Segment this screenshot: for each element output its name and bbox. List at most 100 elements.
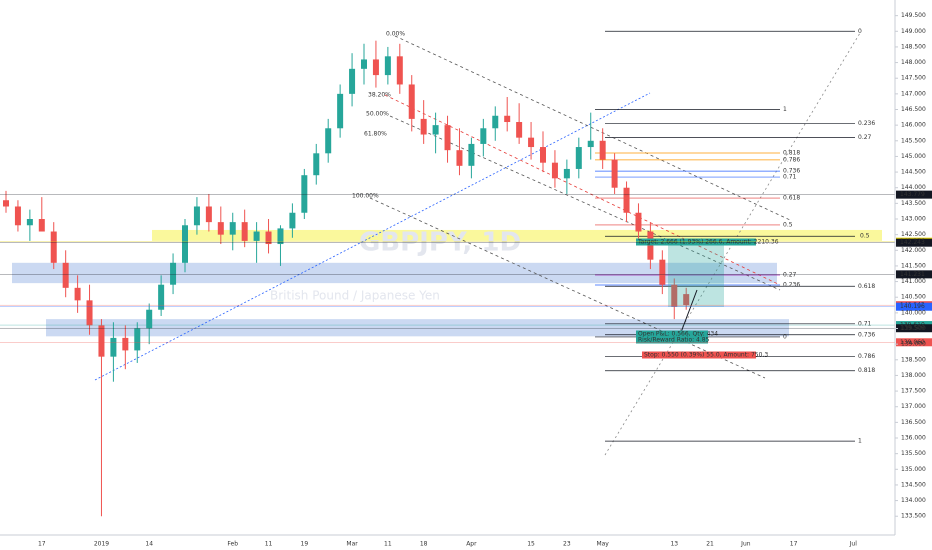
y-tick-label: 134.000: [901, 497, 926, 504]
candle-body: [420, 118, 427, 135]
candle-body: [528, 137, 535, 148]
candle-body: [62, 262, 69, 288]
x-tick-label: 11: [384, 541, 392, 548]
candle-body: [182, 225, 188, 263]
candle-body: [480, 128, 487, 144]
y-tick-label: 140.000: [901, 309, 926, 316]
candle-body: [635, 212, 642, 232]
candle-body: [98, 325, 105, 357]
y-tick-label: 137.000: [901, 403, 926, 410]
candle-body: [74, 287, 81, 301]
y-tick-label: 135.500: [901, 450, 926, 457]
candle-body: [563, 168, 570, 179]
x-tick-label: 17: [38, 541, 46, 548]
x-tick-label: Jul: [849, 541, 858, 548]
x-tick-label: May: [596, 541, 609, 548]
x-tick-label: 18: [420, 541, 428, 548]
zone: [46, 319, 789, 337]
candle-body: [289, 212, 296, 229]
y-tick-label: 144.500: [901, 169, 926, 176]
level-label: 0.618: [858, 283, 875, 290]
channel-line: [384, 94, 781, 286]
y-tick-label: 137.500: [901, 388, 926, 395]
x-tick-label: 17: [790, 541, 798, 548]
level-label: 100.00%: [352, 192, 379, 199]
y-tick-label: 143.000: [901, 216, 926, 223]
y-tick-label: 142.000: [901, 247, 926, 254]
y-tick-label: 148.500: [901, 43, 926, 50]
position-label: Stop: 0.550 (0.39%) 55.0, Amount: 750.3: [644, 352, 768, 359]
candle-body: [432, 125, 439, 135]
candle-body: [26, 219, 33, 226]
level-label: 0.71: [783, 174, 797, 181]
candle-body: [408, 84, 415, 119]
candle-body: [468, 143, 475, 166]
y-tick-label: 148.000: [901, 59, 926, 66]
candle-body: [551, 162, 558, 179]
candle-body: [229, 222, 236, 235]
candle-body: [611, 159, 618, 188]
trend-line: [94, 92, 651, 381]
candle-body: [265, 231, 272, 245]
candle-body: [349, 68, 356, 94]
y-tick-label: 142.500: [901, 231, 926, 238]
candle-body: [659, 259, 666, 285]
candle-body: [492, 115, 499, 129]
candle-body: [313, 153, 320, 176]
candle-body: [170, 262, 177, 285]
y-tick-label: 135.000: [901, 466, 926, 473]
position-label: Risk/Reward Ratio: 4.85: [638, 337, 710, 344]
price-tag-label: 141.231: [900, 271, 925, 278]
candle-body: [50, 231, 57, 263]
channel-line: [394, 35, 791, 221]
y-tick-label: 133.500: [901, 513, 926, 520]
level-label: 0.736: [858, 331, 875, 338]
candle-body: [456, 150, 463, 166]
candle-body: [301, 175, 308, 213]
price-tag: [896, 190, 932, 199]
y-tick-label: 140.500: [901, 294, 926, 301]
level-label: 0.818: [783, 149, 800, 156]
level-label: 0.786: [783, 156, 800, 163]
y-tick-label: 145.500: [901, 137, 926, 144]
y-tick-label: 149.500: [901, 12, 926, 19]
position-arrow: [679, 289, 698, 336]
x-tick-label: 13: [670, 541, 678, 548]
price-tag: [896, 238, 932, 247]
candle-body: [134, 328, 141, 351]
candle-body: [516, 122, 523, 138]
level-label: 0.00%: [386, 31, 405, 38]
channel-line: [389, 115, 781, 291]
candle-body: [3, 200, 9, 207]
candle-body: [587, 140, 594, 148]
zone: [12, 262, 777, 284]
candle-body: [504, 115, 511, 123]
candle-body: [253, 231, 260, 241]
x-tick-label: 15: [527, 541, 535, 548]
channel-line: [369, 197, 766, 379]
y-tick-label: 136.000: [901, 435, 926, 442]
candle-body: [372, 59, 379, 76]
x-tick-label: 2019: [94, 541, 109, 548]
price-tag: [896, 324, 932, 333]
y-tick-label: 136.500: [901, 419, 926, 426]
x-tick-label: 23: [563, 541, 571, 548]
candle-body: [647, 231, 654, 260]
position-box: [636, 238, 756, 246]
candle-body: [14, 206, 21, 226]
level-label: 50.00%: [366, 110, 389, 117]
candle-body: [337, 93, 344, 129]
watermark-name: British Pound / Japanese Yen: [270, 289, 440, 303]
x-tick-label: 19: [301, 541, 309, 548]
level-label: 0.27: [783, 272, 797, 279]
level-label: 0.5: [860, 233, 870, 240]
x-tick-label: Mar: [346, 541, 358, 548]
level-label: 0.236: [783, 282, 800, 289]
level-label: 0.27: [858, 134, 872, 141]
price-tag-label: 139.509: [900, 325, 925, 332]
candle-body: [193, 206, 200, 226]
x-tick-label: 21: [706, 541, 714, 548]
y-tick-label: 138.500: [901, 356, 926, 363]
level-label: 38.20%: [368, 92, 391, 99]
